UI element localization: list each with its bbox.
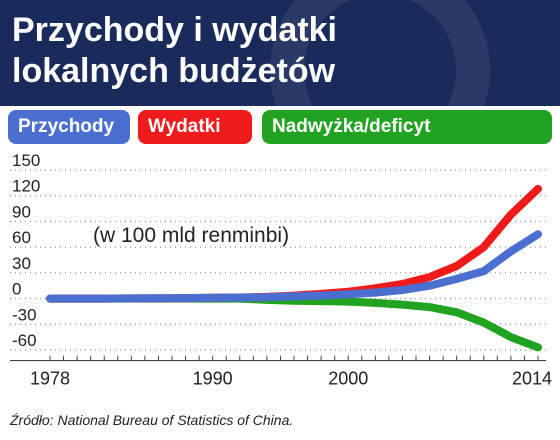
balance-line <box>46 294 542 352</box>
y-tick-label: 120 <box>12 177 40 196</box>
x-tick-label: 2014 <box>512 369 552 389</box>
y-tick-label: 90 <box>12 202 31 221</box>
legend: Przychody Wydatki Nadwyżka/deficyt <box>0 110 560 146</box>
x-tick-label: 1978 <box>30 369 70 389</box>
x-tick-label: 2000 <box>328 369 368 389</box>
y-tick-label: 60 <box>12 228 31 247</box>
y-tick-label: 30 <box>12 254 31 273</box>
revenue-line <box>46 230 542 303</box>
legend-item-balance: Nadwyżka/deficyt <box>262 110 552 144</box>
y-tick-label: 150 <box>12 151 40 170</box>
unit-annotation: (w 100 mld renminbi) <box>93 224 289 247</box>
y-tick-label: -60 <box>12 331 37 350</box>
x-axis: 1978 1990 2000 2014 <box>10 355 552 389</box>
legend-item-revenue: Przychody <box>8 110 130 144</box>
y-axis: 150 120 90 60 30 0 -30 -60 <box>12 151 40 350</box>
x-tick-label: 1990 <box>193 369 233 389</box>
y-tick-label: -30 <box>12 305 37 324</box>
legend-item-expenditure: Wydatki <box>138 110 252 144</box>
series-lines <box>46 184 542 352</box>
chart-title: Przychody i wydatki lokalnych budżetów <box>12 11 337 90</box>
source-note: Źródło: National Bureau of Statistics of… <box>10 412 294 428</box>
line-chart: 150 120 90 60 30 0 -30 -60 1978 1990 2000 2014 (w … <box>10 151 552 389</box>
header-banner: Przychody i wydatki lokalnych budżetów <box>0 0 560 106</box>
y-tick-label: 0 <box>12 280 21 299</box>
